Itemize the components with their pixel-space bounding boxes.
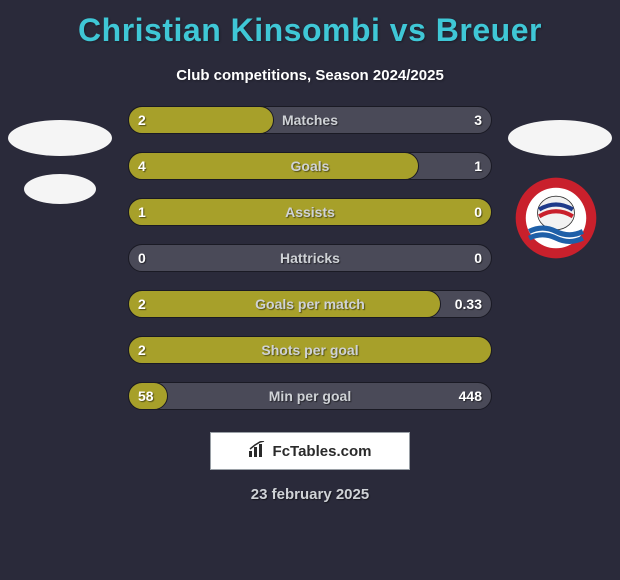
comparison-title: Christian Kinsombi vs Breuer — [0, 0, 620, 49]
stat-label: Shots per goal — [128, 336, 492, 364]
brand-name: FcTables.com — [273, 443, 372, 460]
player-left-photo-placeholder — [8, 120, 112, 156]
stat-bar-row: 10Assists — [128, 198, 492, 226]
stat-label: Goals — [128, 152, 492, 180]
stat-bar-row: 2Shots per goal — [128, 336, 492, 364]
stat-label: Goals per match — [128, 290, 492, 318]
stat-label: Assists — [128, 198, 492, 226]
stat-bar-row: 58448Min per goal — [128, 382, 492, 410]
stat-bar-row: 41Goals — [128, 152, 492, 180]
stat-label: Min per goal — [128, 382, 492, 410]
comparison-date: 23 february 2025 — [0, 486, 620, 503]
brand-box[interactable]: FcTables.com — [210, 432, 410, 470]
stat-bar-row: 20.33Goals per match — [128, 290, 492, 318]
player-right-photo-placeholder — [508, 120, 612, 156]
stat-bar-row: 23Matches — [128, 106, 492, 134]
stat-bar-row: 00Hattricks — [128, 244, 492, 272]
club-left-logo-placeholder — [24, 174, 96, 204]
stat-label: Hattricks — [128, 244, 492, 272]
brand-chart-icon — [249, 441, 267, 462]
club-right-badge — [514, 176, 598, 260]
comparison-subtitle: Club competitions, Season 2024/2025 — [0, 67, 620, 84]
stat-label: Matches — [128, 106, 492, 134]
